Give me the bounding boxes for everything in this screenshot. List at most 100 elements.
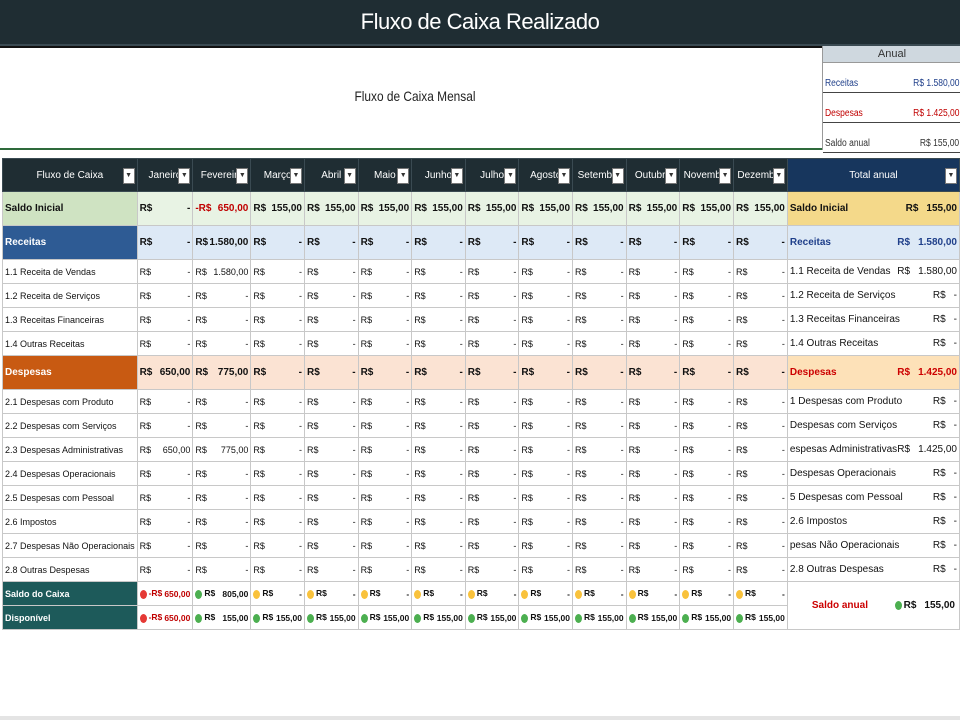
table-cell[interactable]: R$ 775,00: [192, 437, 252, 462]
table-cell[interactable]: R$ -: [136, 557, 194, 582]
table-cell[interactable]: R$ 155,00: [518, 191, 574, 226]
table-cell[interactable]: R$ 805,00: [192, 581, 252, 606]
column-header-total[interactable]: Total anual ▼: [786, 158, 960, 192]
table-cell[interactable]: R$ 1.580,00: [192, 225, 252, 260]
table-cell[interactable]: R$ 155,00: [518, 605, 574, 630]
column-header-label[interactable]: Fluxo de Caixa ▼: [2, 158, 138, 192]
table-cell[interactable]: R$ 155,00: [625, 191, 681, 226]
table-cell[interactable]: R$ -: [464, 307, 520, 332]
table-cell[interactable]: R$ -: [464, 461, 520, 486]
table-cell[interactable]: R$ -: [733, 413, 788, 438]
table-cell[interactable]: R$ 155,00: [572, 191, 627, 226]
table-cell[interactable]: R$ -: [411, 581, 466, 606]
column-header-month[interactable]: Novembro ▼: [679, 158, 735, 192]
total-cell[interactable]: 1 Despesas com Produto R$ -: [786, 389, 960, 414]
table-cell[interactable]: R$ -: [357, 437, 413, 462]
table-cell[interactable]: R$ 155,00: [250, 605, 305, 630]
table-cell[interactable]: R$ -: [303, 533, 359, 558]
table-cell[interactable]: R$ -: [679, 485, 735, 510]
table-cell[interactable]: R$ -: [572, 437, 627, 462]
table-cell[interactable]: R$ -: [357, 355, 413, 390]
table-cell[interactable]: R$ -: [625, 283, 681, 308]
table-cell[interactable]: -R$ 650,00: [136, 605, 194, 630]
table-cell[interactable]: R$ -: [679, 225, 735, 260]
table-cell[interactable]: R$ 155,00: [411, 605, 466, 630]
table-cell[interactable]: R$ -: [733, 461, 788, 486]
table-cell[interactable]: R$ -: [733, 557, 788, 582]
table-cell[interactable]: R$ -: [411, 413, 466, 438]
table-cell[interactable]: R$ 155,00: [250, 191, 305, 226]
table-cell[interactable]: R$ -: [357, 557, 413, 582]
table-cell[interactable]: R$ -: [250, 225, 305, 260]
table-cell[interactable]: R$ -: [518, 533, 574, 558]
table-cell[interactable]: R$ -: [411, 533, 466, 558]
table-cell[interactable]: R$ -: [250, 557, 305, 582]
table-cell[interactable]: R$ -: [518, 307, 574, 332]
table-cell[interactable]: R$ -: [572, 225, 627, 260]
table-cell[interactable]: R$ -: [518, 259, 574, 284]
table-cell[interactable]: R$ -: [411, 389, 466, 414]
table-cell[interactable]: R$ -: [572, 283, 627, 308]
table-cell[interactable]: R$ -: [357, 225, 413, 260]
filter-dropdown-icon[interactable]: ▼: [178, 168, 191, 184]
table-cell[interactable]: R$ -: [250, 331, 305, 356]
table-cell[interactable]: R$ -: [136, 413, 194, 438]
table-cell[interactable]: R$ 155,00: [733, 191, 788, 226]
table-cell[interactable]: R$ -: [464, 283, 520, 308]
table-cell[interactable]: R$ -: [357, 283, 413, 308]
table-cell[interactable]: R$ 650,00: [136, 437, 194, 462]
table-cell[interactable]: R$ -: [518, 283, 574, 308]
table-cell[interactable]: R$ -: [733, 389, 788, 414]
table-cell[interactable]: R$ 155,00: [679, 191, 735, 226]
table-cell[interactable]: R$ -: [192, 485, 252, 510]
table-cell[interactable]: R$ -: [250, 413, 305, 438]
table-cell[interactable]: R$ -: [303, 283, 359, 308]
table-cell[interactable]: R$ -: [250, 307, 305, 332]
table-cell[interactable]: R$ -: [733, 283, 788, 308]
table-cell[interactable]: R$ -: [625, 413, 681, 438]
table-cell[interactable]: R$ 650,00: [136, 355, 194, 390]
total-cell[interactable]: Despesas Operacionais R$ -: [786, 461, 960, 486]
column-header-month[interactable]: Outubro ▼: [625, 158, 681, 192]
table-cell[interactable]: R$ -: [303, 413, 359, 438]
table-cell[interactable]: R$ -: [250, 581, 305, 606]
table-cell[interactable]: R$ -: [733, 259, 788, 284]
table-cell[interactable]: R$ -: [192, 413, 252, 438]
table-cell[interactable]: R$ -: [733, 355, 788, 390]
table-cell[interactable]: R$ -: [192, 533, 252, 558]
filter-dropdown-icon[interactable]: ▼: [945, 168, 957, 184]
table-cell[interactable]: R$ -: [250, 509, 305, 534]
table-cell[interactable]: R$ -: [464, 355, 520, 390]
table-cell[interactable]: R$ -: [136, 225, 194, 260]
table-cell[interactable]: R$ -: [357, 485, 413, 510]
table-cell[interactable]: R$ -: [518, 581, 574, 606]
table-cell[interactable]: R$ -: [136, 307, 194, 332]
table-cell[interactable]: R$ -: [303, 389, 359, 414]
total-cell[interactable]: 1.1 Receita de Vendas R$ 1.580,00: [786, 259, 960, 284]
table-cell[interactable]: R$ -: [733, 437, 788, 462]
table-cell[interactable]: R$ 155,00: [303, 605, 359, 630]
table-cell[interactable]: R$ -: [518, 485, 574, 510]
table-cell[interactable]: R$ -: [625, 331, 681, 356]
column-header-month[interactable]: Julho ▼: [464, 158, 520, 192]
table-cell[interactable]: R$ -: [572, 533, 627, 558]
table-cell[interactable]: R$ -: [625, 355, 681, 390]
table-cell[interactable]: R$ -: [464, 557, 520, 582]
table-cell[interactable]: R$ -: [411, 355, 466, 390]
column-header-month[interactable]: Maio ▼: [357, 158, 413, 192]
table-cell[interactable]: R$ -: [357, 259, 413, 284]
table-cell[interactable]: R$ -: [192, 331, 252, 356]
table-cell[interactable]: R$ -: [572, 259, 627, 284]
table-cell[interactable]: R$ -: [518, 225, 574, 260]
table-cell[interactable]: R$ -: [136, 461, 194, 486]
column-header-month[interactable]: Janeiro ▼: [136, 158, 194, 192]
table-cell[interactable]: R$ -: [572, 581, 627, 606]
table-cell[interactable]: R$ -: [250, 389, 305, 414]
table-cell[interactable]: R$ -: [303, 259, 359, 284]
table-cell[interactable]: R$ -: [518, 461, 574, 486]
total-cell[interactable]: Receitas R$ 1.580,00: [786, 225, 960, 260]
table-cell[interactable]: R$ -: [625, 509, 681, 534]
table-cell[interactable]: R$ 155,00: [303, 191, 359, 226]
table-cell[interactable]: R$ -: [411, 485, 466, 510]
table-cell[interactable]: R$ -: [733, 485, 788, 510]
